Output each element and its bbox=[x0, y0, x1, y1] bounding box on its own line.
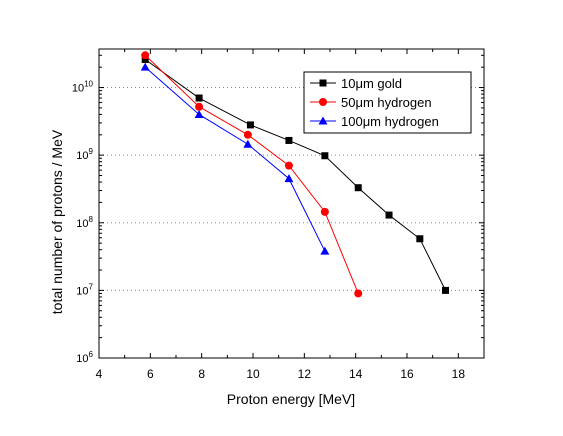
data-point bbox=[141, 51, 150, 60]
legend-item: 100μm hydrogen bbox=[310, 114, 439, 129]
legend-item: 10μm gold bbox=[310, 76, 402, 91]
tick-labels: 4 6 8 10 12 14 16 18 106 107 108 109 1010 bbox=[72, 80, 465, 381]
y-tick-label: 106 bbox=[76, 350, 93, 365]
data-point bbox=[195, 102, 204, 111]
data-point bbox=[354, 184, 362, 192]
legend-label: 100μm hydrogen bbox=[341, 114, 439, 129]
axes bbox=[98, 48, 485, 359]
data-point bbox=[141, 55, 149, 63]
data-point bbox=[246, 121, 254, 129]
data-point bbox=[321, 152, 329, 160]
data-point bbox=[243, 139, 253, 148]
data-point bbox=[385, 211, 393, 219]
series-layer bbox=[140, 51, 449, 298]
data-point bbox=[284, 174, 294, 183]
legend-marker bbox=[318, 116, 328, 125]
y-tick-label: 1010 bbox=[72, 80, 94, 95]
x-tick-label: 4 bbox=[96, 367, 103, 381]
legend-label: 10μm gold bbox=[341, 76, 402, 91]
x-axis-label: Proton energy [MeV] bbox=[227, 391, 355, 407]
legend-marker bbox=[319, 98, 327, 106]
x-tick-label: 10 bbox=[246, 367, 260, 381]
x-tick-label: 16 bbox=[400, 367, 414, 381]
data-point bbox=[195, 94, 203, 102]
series-1 bbox=[141, 51, 363, 298]
data-point bbox=[320, 246, 330, 255]
series-0 bbox=[141, 55, 449, 294]
y-axis-label: total number of protons / MeV bbox=[49, 129, 65, 314]
legend-marker bbox=[319, 79, 327, 87]
legend-item: 50μm hydrogen bbox=[310, 95, 432, 110]
y-tick-label: 107 bbox=[76, 282, 93, 297]
data-point bbox=[442, 286, 449, 294]
series-line bbox=[144, 54, 359, 294]
y-tick-label: 109 bbox=[76, 147, 93, 162]
data-point bbox=[140, 62, 150, 71]
y-tick-label: 108 bbox=[76, 215, 93, 230]
x-tick-label: 12 bbox=[298, 367, 312, 381]
data-point bbox=[354, 289, 363, 298]
data-point bbox=[285, 136, 293, 144]
series-2 bbox=[140, 62, 330, 255]
legend: 10μm gold 50μm hydrogen 100μm hydrogen bbox=[303, 71, 472, 134]
legend-label: 50μm hydrogen bbox=[341, 95, 432, 110]
data-point bbox=[416, 235, 424, 243]
data-point bbox=[243, 130, 252, 139]
x-tick-label: 18 bbox=[452, 367, 466, 381]
x-tick-label: 14 bbox=[349, 367, 363, 381]
data-point bbox=[194, 109, 204, 118]
x-tick-label: 8 bbox=[198, 367, 205, 381]
data-point bbox=[320, 207, 329, 216]
plot-frame bbox=[98, 48, 485, 359]
x-tick-label: 6 bbox=[147, 367, 154, 381]
series-line bbox=[144, 66, 326, 252]
data-point bbox=[284, 161, 293, 170]
